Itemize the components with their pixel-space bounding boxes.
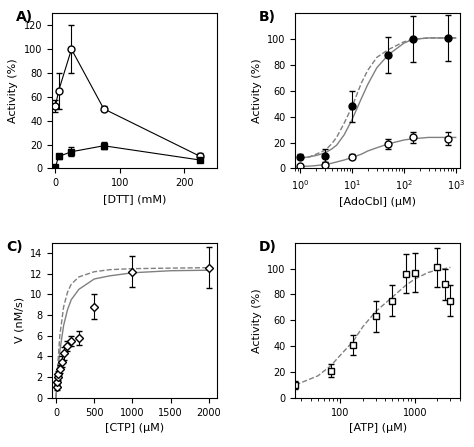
Y-axis label: V (nM/s): V (nM/s) [15, 297, 25, 343]
Y-axis label: Activity (%): Activity (%) [9, 59, 18, 123]
X-axis label: [ATP] (μM): [ATP] (μM) [348, 423, 407, 433]
Text: B): B) [259, 10, 276, 24]
Text: D): D) [259, 240, 277, 254]
X-axis label: [DTT] (mM): [DTT] (mM) [103, 194, 166, 204]
Y-axis label: Activity (%): Activity (%) [252, 288, 262, 353]
Y-axis label: Activity (%): Activity (%) [252, 59, 262, 123]
Text: A): A) [16, 10, 33, 24]
Text: C): C) [6, 240, 23, 254]
X-axis label: [CTP] (μM): [CTP] (μM) [105, 423, 164, 433]
X-axis label: [AdoCbl] (μM): [AdoCbl] (μM) [339, 198, 416, 207]
